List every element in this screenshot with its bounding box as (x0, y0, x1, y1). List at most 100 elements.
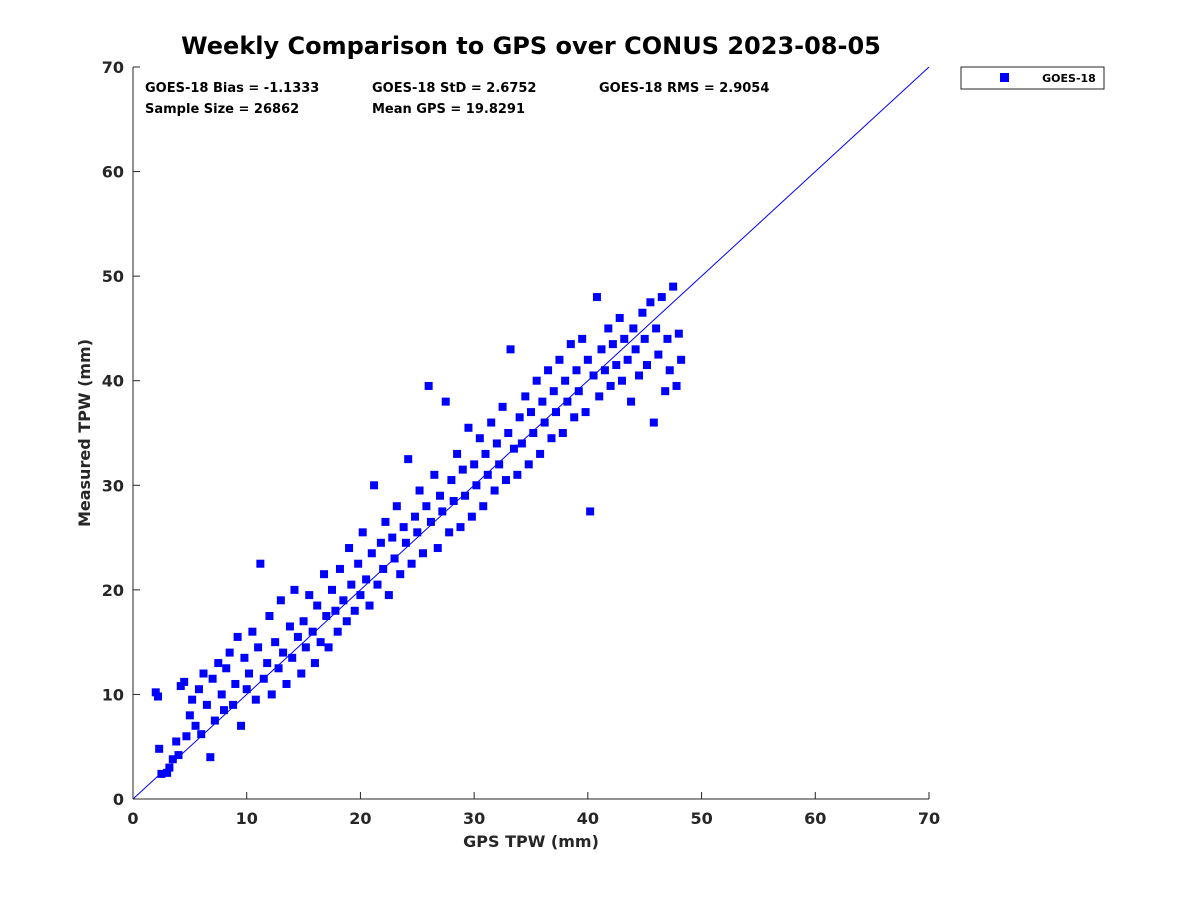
data-point (237, 721, 246, 730)
data-point (424, 381, 433, 390)
data-point (244, 669, 253, 678)
data-point (472, 481, 481, 490)
data-point (301, 643, 310, 652)
data-point (615, 313, 624, 322)
data-point (320, 570, 329, 579)
data-point (620, 334, 629, 343)
data-point (578, 334, 587, 343)
data-point (529, 429, 538, 437)
data-point (430, 470, 439, 479)
data-point (197, 730, 206, 739)
chart-title: Weekly Comparison to GPS over CONUS 2023… (181, 32, 881, 60)
y-tick-label: 10 (102, 685, 124, 704)
data-point (206, 753, 215, 762)
x-tick-label: 70 (918, 809, 940, 828)
data-point (422, 502, 431, 511)
std-annotation: GOES-18 StD = 2.6752 (372, 81, 536, 96)
data-point (631, 345, 640, 354)
data-point (293, 632, 302, 641)
statistics-annotations: GOES-18 Bias = -1.1333 GOES-18 StD = 2.6… (145, 81, 769, 117)
data-point (640, 334, 649, 343)
x-axis-title: GPS TPW (mm) (463, 832, 599, 851)
data-point (365, 601, 374, 610)
data-point (492, 439, 501, 448)
data-point (470, 460, 479, 469)
data-point (299, 617, 308, 626)
data-point (404, 455, 413, 464)
data-point (176, 682, 185, 691)
data-point (524, 460, 533, 469)
data-point (501, 476, 510, 485)
data-point (392, 502, 401, 511)
data-point (254, 643, 263, 652)
data-point (202, 700, 211, 709)
y-axis-ticks: 0 10 20 30 40 50 60 70 (102, 58, 140, 809)
data-point (597, 345, 606, 354)
data-point (570, 413, 579, 422)
data-point (274, 664, 283, 673)
data-point (438, 507, 447, 516)
data-point (649, 418, 658, 427)
data-point (297, 669, 306, 678)
data-point (661, 387, 670, 396)
data-point (589, 371, 598, 380)
legend-label-goes-18: GOES-18 (1042, 72, 1096, 85)
y-tick-label: 30 (102, 476, 124, 495)
data-point (453, 449, 462, 458)
data-point (324, 643, 333, 652)
data-point (558, 429, 567, 437)
data-point (456, 523, 465, 532)
data-point (384, 591, 393, 600)
data-point (595, 392, 604, 401)
data-point (165, 763, 174, 772)
data-point (151, 688, 160, 697)
data-point (552, 408, 561, 417)
data-point (345, 544, 354, 553)
data-point (370, 481, 379, 490)
x-tick-label: 60 (804, 809, 826, 828)
data-point (629, 324, 638, 333)
data-point (163, 768, 172, 777)
data-point (288, 653, 297, 662)
data-point (233, 632, 242, 641)
y-tick-label: 20 (102, 581, 124, 600)
data-point (566, 340, 575, 349)
y-tick-label: 60 (102, 163, 124, 182)
data-point (231, 679, 240, 688)
data-point (222, 664, 231, 673)
data-point (464, 423, 473, 432)
x-tick-label: 30 (463, 809, 485, 828)
data-point (182, 732, 191, 741)
data-point (191, 721, 200, 730)
data-point (242, 685, 251, 694)
x-axis-ticks: 0 10 20 30 40 50 60 70 (127, 792, 940, 828)
data-point (331, 606, 340, 615)
data-point (362, 575, 371, 584)
data-point (308, 627, 317, 636)
sample-size-annotation: Sample Size = 26862 (145, 102, 299, 117)
data-point (515, 413, 524, 422)
data-point (581, 408, 590, 417)
legend-marker-goes-18 (1000, 73, 1009, 82)
data-point (606, 381, 615, 390)
data-point (342, 617, 351, 626)
legend-box (960, 66, 1105, 90)
data-point (415, 486, 424, 495)
data-point (652, 324, 661, 333)
data-point (461, 491, 470, 500)
data-point (172, 737, 181, 746)
data-point (413, 528, 422, 537)
data-point (376, 538, 385, 547)
data-point (188, 695, 197, 704)
data-point (313, 601, 322, 610)
data-point (436, 491, 445, 500)
data-point (401, 538, 410, 547)
data-point (623, 355, 632, 364)
data-point (350, 606, 359, 615)
data-point (157, 769, 166, 778)
y-axis-title: Measured TPW (mm) (75, 339, 94, 527)
data-point (536, 449, 545, 458)
data-point (669, 282, 678, 291)
data-point (475, 434, 484, 443)
x-tick-label: 20 (349, 809, 371, 828)
